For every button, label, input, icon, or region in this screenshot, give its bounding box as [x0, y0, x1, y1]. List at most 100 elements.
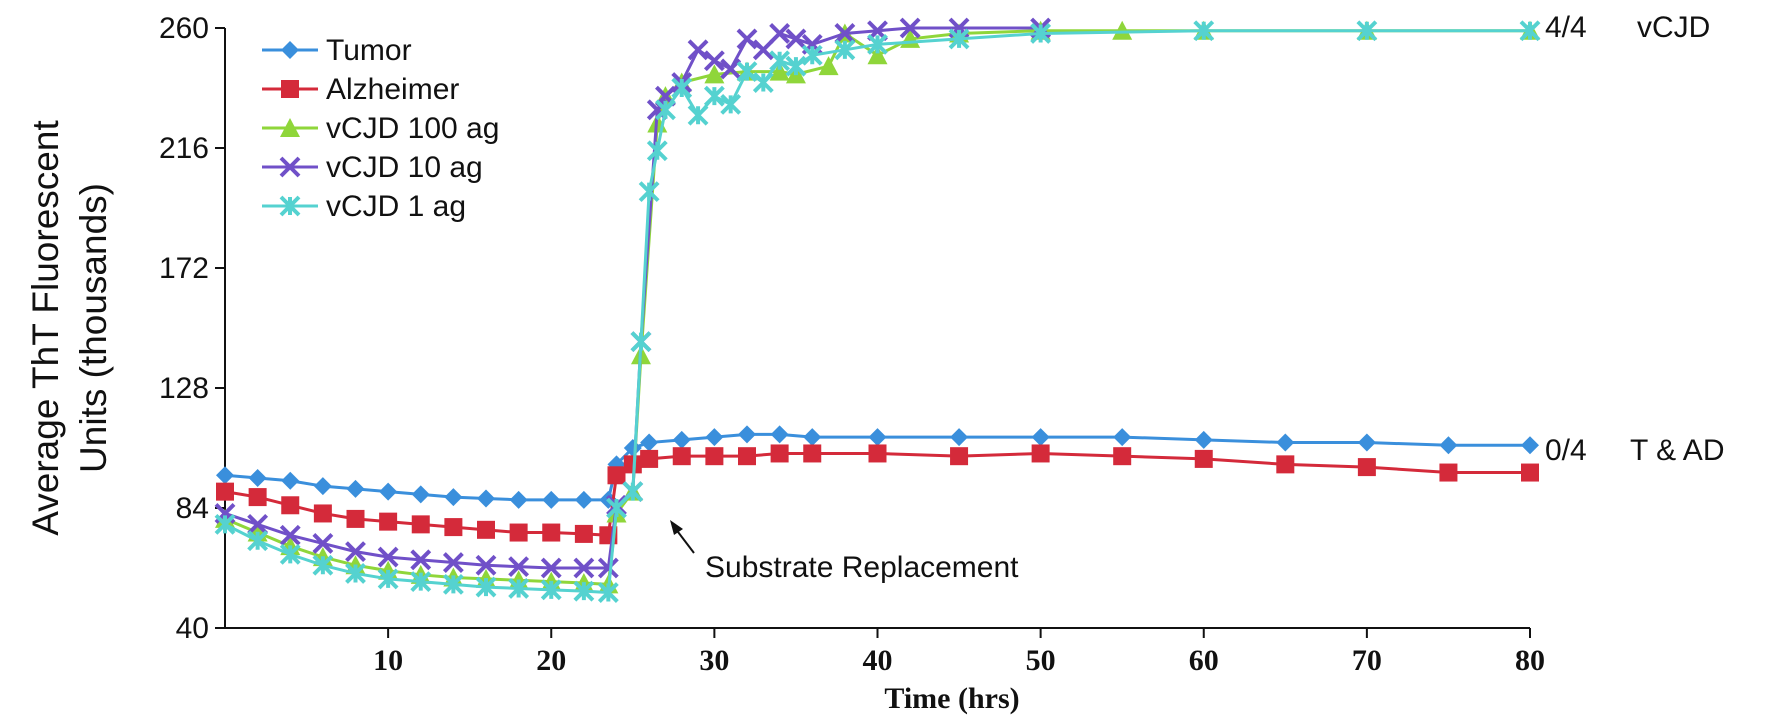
series-layer [214, 17, 1541, 603]
series-vcjd-1-ag [214, 20, 1541, 603]
data-point [687, 104, 709, 126]
annotations: 4/4 vCJD 0/4 T & AD Substrate Replacemen… [670, 11, 1724, 584]
data-point [703, 85, 725, 107]
data-point [687, 39, 709, 61]
data-point [738, 447, 756, 466]
legend-swatch-marker [281, 41, 299, 59]
data-point [622, 481, 644, 503]
legend-swatch-marker [281, 80, 299, 98]
annotation-t-ad: T & AD [1630, 434, 1724, 467]
data-point [475, 554, 497, 576]
data-point [671, 77, 693, 99]
data-point [834, 39, 856, 61]
data-point [377, 546, 399, 568]
data-point [1276, 433, 1295, 452]
legend-swatch-marker [279, 156, 301, 178]
y-tick-label: 128 [159, 372, 209, 405]
data-point [948, 28, 970, 50]
y-tick-label: 172 [159, 252, 209, 285]
data-point [868, 428, 887, 447]
data-point [950, 447, 969, 466]
data-point [867, 45, 888, 65]
y-tick-label: 84 [176, 492, 209, 525]
data-point [345, 541, 366, 563]
data-point [442, 573, 464, 595]
x-tick-label: 10 [373, 644, 403, 677]
legend-swatch-marker [279, 195, 301, 217]
data-point [477, 489, 495, 508]
annotation-4-4: 4/4 [1545, 11, 1587, 44]
legend-label: vCJD 100 ag [326, 112, 499, 145]
data-point [1193, 20, 1215, 42]
data-point [703, 50, 725, 72]
series-alzheimer [216, 444, 1539, 545]
data-point [867, 33, 888, 55]
data-point [1194, 430, 1213, 449]
annotation-0-4: 0/4 [1545, 434, 1587, 467]
data-point [1356, 20, 1378, 42]
data-point [444, 518, 463, 537]
data-point [803, 428, 822, 447]
data-point [477, 520, 495, 539]
data-point [248, 469, 267, 487]
data-point [312, 554, 334, 576]
data-point [868, 444, 887, 463]
data-point [736, 61, 758, 83]
data-point [216, 482, 234, 501]
data-point [377, 568, 399, 590]
data-point [279, 543, 301, 565]
x-tick-label: 60 [1189, 644, 1219, 677]
data-point [899, 17, 921, 39]
series-vcjd-100-ag [215, 20, 1540, 594]
data-point [736, 28, 758, 50]
legend-label: vCJD 1 ag [326, 190, 466, 223]
legend: Tumor Alzheimer vCJD 100 ag vCJD 10 ag vCJD … [262, 34, 499, 223]
data-point [542, 523, 561, 542]
data-point [769, 50, 791, 72]
data-point [769, 23, 791, 44]
data-point [720, 58, 742, 80]
data-point [509, 523, 528, 542]
data-point [442, 552, 464, 573]
x-tick-label: 70 [1352, 644, 1382, 677]
data-point [1030, 23, 1052, 44]
legend-label: Tumor [326, 34, 412, 67]
data-point [574, 524, 593, 543]
data-point [247, 513, 269, 535]
data-point [1113, 428, 1132, 447]
data-point [950, 428, 969, 447]
data-point [508, 578, 530, 599]
data-point [630, 331, 652, 353]
data-point [623, 439, 642, 457]
data-point [834, 23, 856, 44]
data-point [1357, 433, 1376, 452]
data-point [1439, 463, 1458, 482]
data-point [509, 490, 528, 509]
data-point [410, 549, 432, 571]
data-point [769, 61, 790, 81]
data-point [281, 496, 300, 515]
data-point [801, 44, 823, 66]
data-point [1357, 458, 1376, 477]
data-point [346, 509, 365, 528]
data-point [1276, 455, 1295, 474]
data-point [638, 181, 660, 203]
data-point [607, 466, 626, 485]
data-point [573, 580, 595, 602]
data-point [646, 140, 668, 162]
data-point [540, 579, 562, 601]
data-point [411, 485, 430, 504]
x-tick-label: 50 [1026, 644, 1056, 677]
data-point [606, 497, 627, 519]
x-axis-title: Time (hrs) [884, 682, 1019, 715]
data-point [345, 563, 366, 584]
legend-item: vCJD 1 ag [262, 190, 466, 223]
data-point [1519, 20, 1541, 42]
legend-label: vCJD 10 ag [326, 151, 483, 184]
annotation-substrate-replacement: Substrate Replacement [705, 551, 1019, 584]
data-point [573, 557, 595, 579]
y-tick-label: 216 [159, 132, 209, 165]
data-point [1194, 449, 1213, 468]
data-point [379, 482, 398, 501]
data-point [785, 28, 807, 50]
